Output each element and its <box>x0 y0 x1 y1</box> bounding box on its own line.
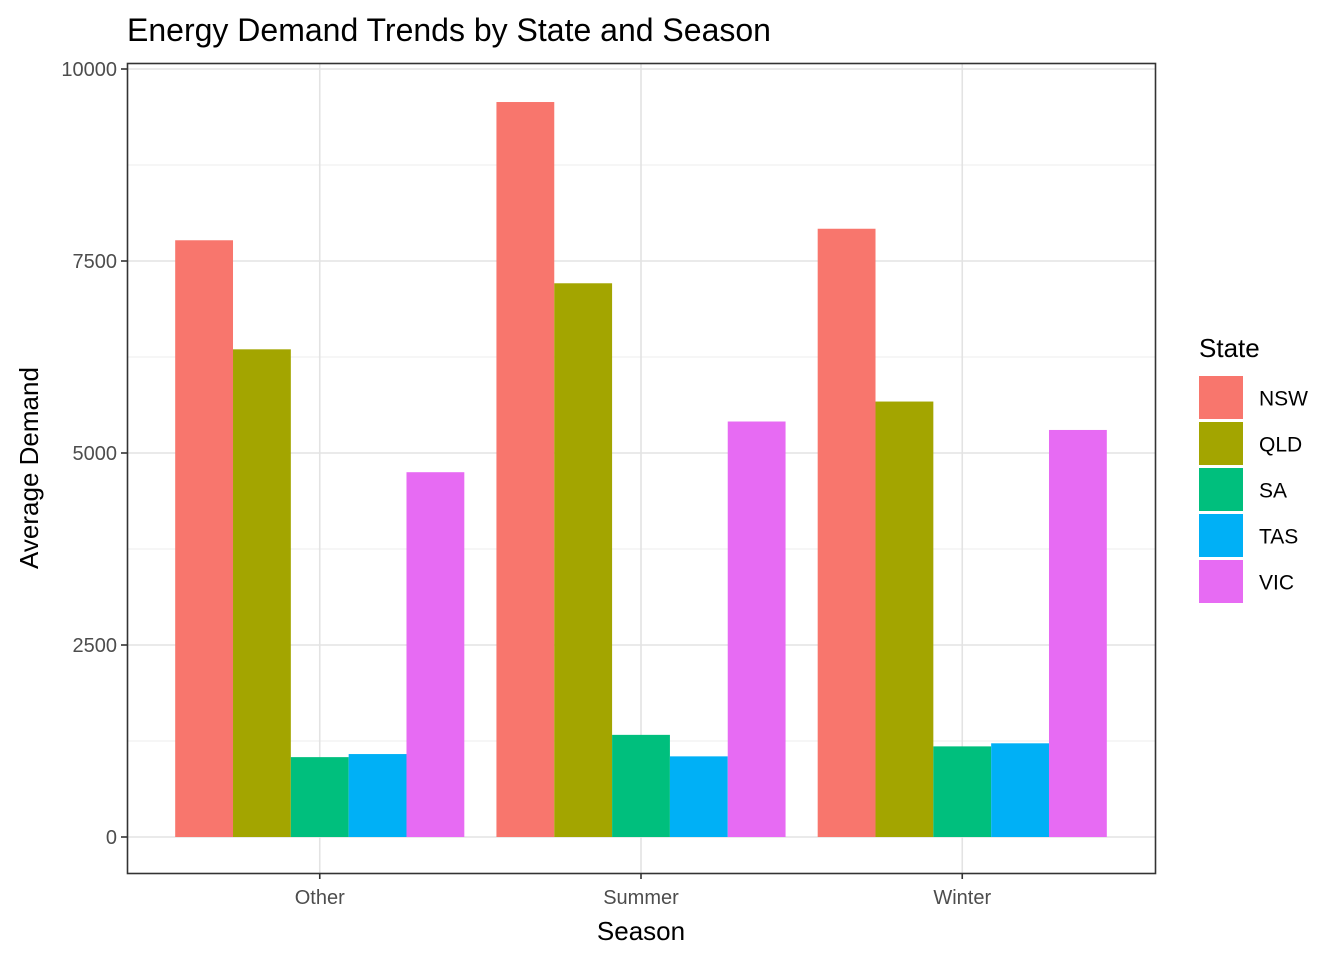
bar-vic-winter <box>1048 429 1107 837</box>
legend: State NSW QLD SA TAS VIC <box>1199 333 1308 603</box>
x-tick-label: Other <box>295 887 345 909</box>
legend-label-sa: SA <box>1259 480 1287 503</box>
x-axis-title: Season <box>597 916 685 946</box>
legend-label-tas: TAS <box>1259 526 1298 549</box>
legend-title: State <box>1199 333 1260 363</box>
x-tick-label: Winter <box>933 887 991 909</box>
legend-label-qld: QLD <box>1259 434 1302 457</box>
bar-nsw-summer <box>496 102 555 838</box>
legend-key-vic <box>1199 560 1243 603</box>
bar-qld-winter <box>875 401 934 837</box>
y-tick-label: 7500 <box>73 251 118 273</box>
y-tick-label: 0 <box>106 827 117 849</box>
bar-sa-winter <box>933 746 992 837</box>
legend-key-qld <box>1199 422 1243 465</box>
bar-tas-other <box>348 754 407 837</box>
bar-nsw-other <box>175 240 234 837</box>
legend-key-tas <box>1199 514 1243 557</box>
y-axis: 0 2500 5000 7500 10000 <box>61 59 127 849</box>
bar-qld-other <box>233 349 291 837</box>
legend-key-nsw <box>1199 376 1243 419</box>
bar-vic-summer <box>727 421 786 837</box>
bar-vic-other <box>406 472 465 837</box>
y-tick-label: 5000 <box>73 443 118 465</box>
bars <box>175 102 1107 838</box>
legend-label-vic: VIC <box>1259 572 1294 595</box>
legend-key-sa <box>1199 468 1243 511</box>
x-axis: Other Summer Winter <box>295 873 991 909</box>
y-tick-label: 2500 <box>73 635 118 657</box>
bar-sa-other <box>290 757 349 837</box>
bar-qld-summer <box>554 283 613 838</box>
chart-title: Energy Demand Trends by State and Season <box>127 12 771 48</box>
legend-label-nsw: NSW <box>1259 388 1308 411</box>
bar-nsw-winter <box>817 228 876 837</box>
y-axis-title: Average Demand <box>14 367 44 569</box>
bar-sa-summer <box>612 734 670 837</box>
bar-tas-winter <box>991 743 1049 837</box>
x-tick-label: Summer <box>603 887 679 909</box>
bar-tas-summer <box>669 756 728 837</box>
y-tick-label: 10000 <box>61 59 117 81</box>
